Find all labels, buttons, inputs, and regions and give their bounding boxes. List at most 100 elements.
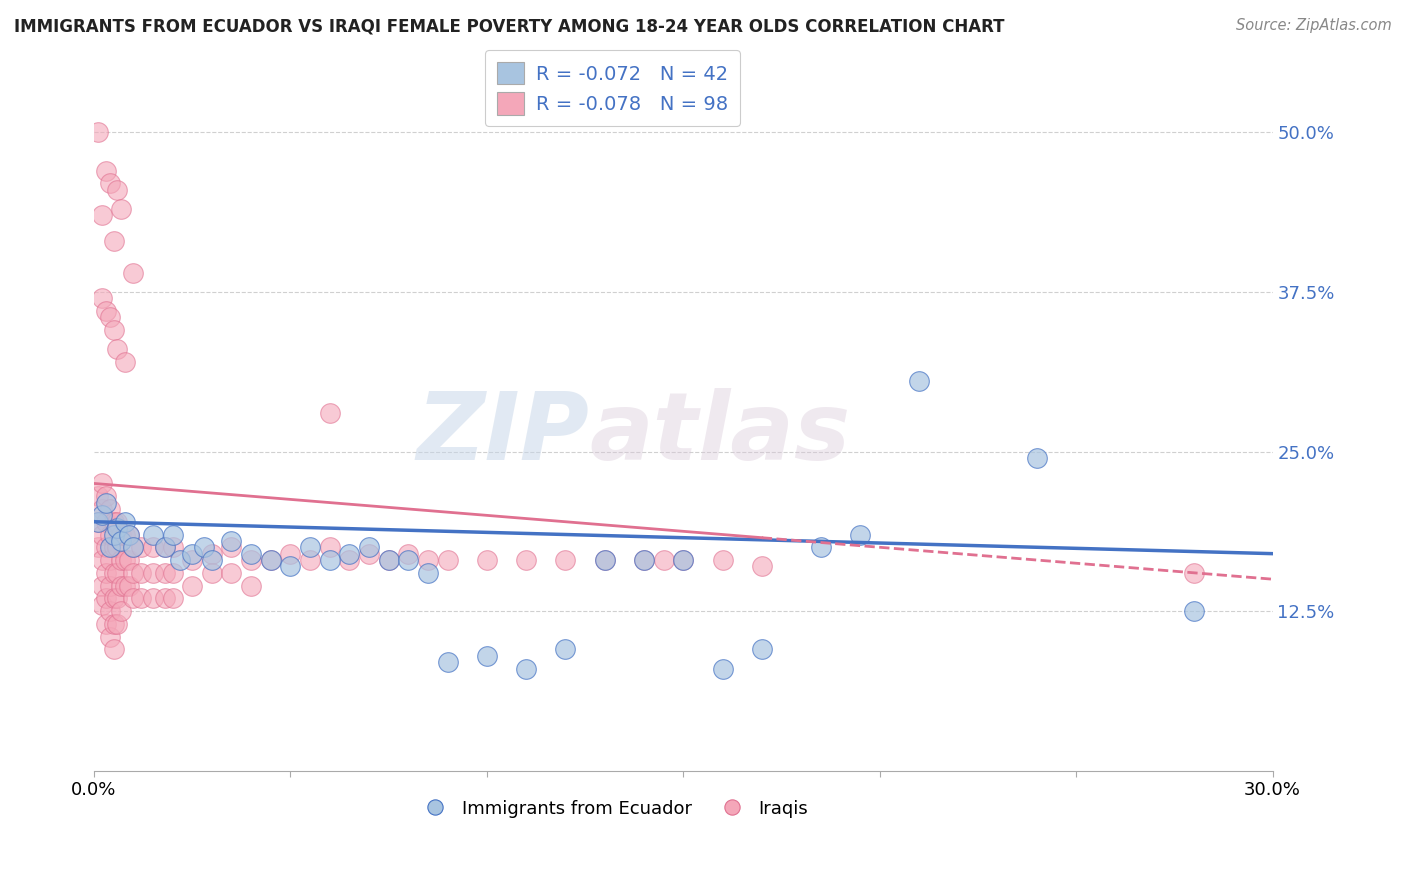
- Point: [672, 553, 695, 567]
- Point: [377, 553, 399, 567]
- Point: [90, 527, 112, 541]
- Point: [114, 355, 136, 369]
- Point: [475, 648, 498, 663]
- Point: [416, 553, 439, 567]
- Point: [90, 578, 112, 592]
- Point: [554, 642, 576, 657]
- Point: [122, 541, 145, 555]
- Point: [122, 566, 145, 580]
- Point: [87, 489, 110, 503]
- Point: [318, 541, 340, 555]
- Point: [94, 591, 117, 606]
- Point: [711, 553, 734, 567]
- Point: [94, 304, 117, 318]
- Point: [94, 541, 117, 555]
- Point: [162, 527, 184, 541]
- Point: [107, 183, 129, 197]
- Point: [142, 527, 165, 541]
- Point: [201, 547, 224, 561]
- Point: [153, 566, 176, 580]
- Point: [416, 566, 439, 580]
- Point: [554, 553, 576, 567]
- Point: [87, 515, 110, 529]
- Point: [103, 515, 125, 529]
- Point: [357, 547, 380, 561]
- Point: [436, 655, 458, 669]
- Point: [114, 578, 136, 592]
- Point: [103, 323, 125, 337]
- Point: [107, 515, 129, 529]
- Point: [90, 291, 112, 305]
- Point: [193, 541, 215, 555]
- Point: [90, 476, 112, 491]
- Point: [1025, 450, 1047, 465]
- Point: [122, 541, 145, 555]
- Point: [260, 553, 283, 567]
- Point: [103, 234, 125, 248]
- Point: [98, 177, 121, 191]
- Point: [142, 541, 165, 555]
- Point: [110, 202, 132, 216]
- Point: [103, 566, 125, 580]
- Point: [94, 515, 117, 529]
- Point: [107, 541, 129, 555]
- Point: [110, 604, 132, 618]
- Point: [107, 566, 129, 580]
- Point: [396, 547, 419, 561]
- Point: [240, 578, 263, 592]
- Point: [114, 527, 136, 541]
- Point: [90, 553, 112, 567]
- Point: [181, 553, 204, 567]
- Point: [98, 502, 121, 516]
- Point: [377, 553, 399, 567]
- Point: [652, 553, 675, 567]
- Point: [94, 163, 117, 178]
- Point: [318, 553, 340, 567]
- Point: [110, 527, 132, 541]
- Point: [129, 566, 152, 580]
- Point: [114, 553, 136, 567]
- Point: [169, 553, 191, 567]
- Point: [318, 406, 340, 420]
- Point: [162, 541, 184, 555]
- Point: [240, 547, 263, 561]
- Point: [153, 541, 176, 555]
- Point: [98, 527, 121, 541]
- Point: [107, 521, 129, 535]
- Point: [98, 604, 121, 618]
- Point: [129, 591, 152, 606]
- Point: [87, 515, 110, 529]
- Point: [357, 541, 380, 555]
- Point: [260, 553, 283, 567]
- Point: [87, 541, 110, 555]
- Point: [751, 642, 773, 657]
- Point: [114, 515, 136, 529]
- Point: [98, 553, 121, 567]
- Point: [280, 559, 302, 574]
- Point: [337, 547, 360, 561]
- Point: [94, 495, 117, 509]
- Point: [593, 553, 616, 567]
- Point: [94, 616, 117, 631]
- Point: [110, 533, 132, 548]
- Point: [711, 662, 734, 676]
- Point: [107, 591, 129, 606]
- Point: [908, 374, 931, 388]
- Point: [110, 553, 132, 567]
- Point: [1182, 566, 1205, 580]
- Point: [90, 502, 112, 516]
- Point: [298, 541, 321, 555]
- Point: [593, 553, 616, 567]
- Point: [107, 343, 129, 357]
- Text: IMMIGRANTS FROM ECUADOR VS IRAQI FEMALE POVERTY AMONG 18-24 YEAR OLDS CORRELATIO: IMMIGRANTS FROM ECUADOR VS IRAQI FEMALE …: [14, 18, 1004, 36]
- Point: [201, 553, 224, 567]
- Point: [110, 578, 132, 592]
- Point: [672, 553, 695, 567]
- Point: [298, 553, 321, 567]
- Point: [436, 553, 458, 567]
- Point: [107, 616, 129, 631]
- Point: [118, 527, 141, 541]
- Point: [87, 125, 110, 139]
- Point: [103, 591, 125, 606]
- Point: [142, 591, 165, 606]
